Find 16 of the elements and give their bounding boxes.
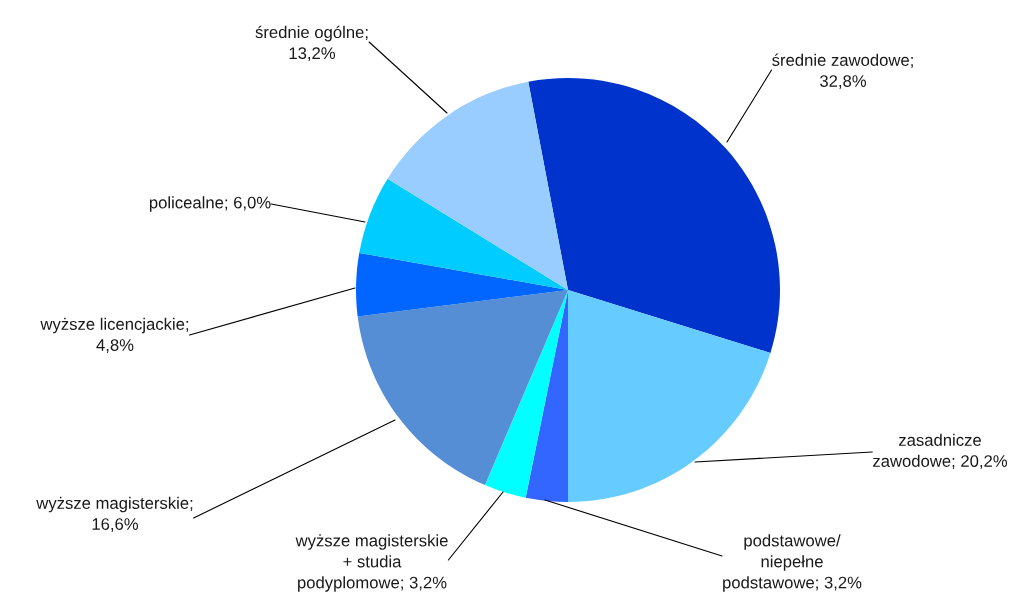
pie-slice (356, 252, 568, 317)
slice-label: średnie zawodowe; 32,8% (772, 53, 913, 89)
slice-label: zasadnicze zawodowe; 20,2% (873, 433, 1008, 469)
slice-label: wyższe magisterskie; 16,6% (36, 496, 193, 532)
pie-slice (485, 290, 568, 498)
slice-label: wyższe licencjackie; 4,8% (40, 317, 189, 353)
pie-slice (359, 178, 568, 290)
slice-label: podstawowe/niepełne podstawowe; 3,2% (723, 534, 862, 592)
slice-label: policealne; 6,0% (149, 196, 271, 212)
pie-slice (528, 78, 780, 353)
slice-label: wyższe magisterskie + studia podyplomowe; 3,2% (295, 534, 448, 592)
pie-slice (387, 81, 568, 290)
pie-slice (525, 290, 568, 502)
pie-slice (357, 290, 568, 486)
pie-slice (568, 290, 771, 502)
slice-label: średnie ogólne; 13,2% (255, 25, 368, 62)
